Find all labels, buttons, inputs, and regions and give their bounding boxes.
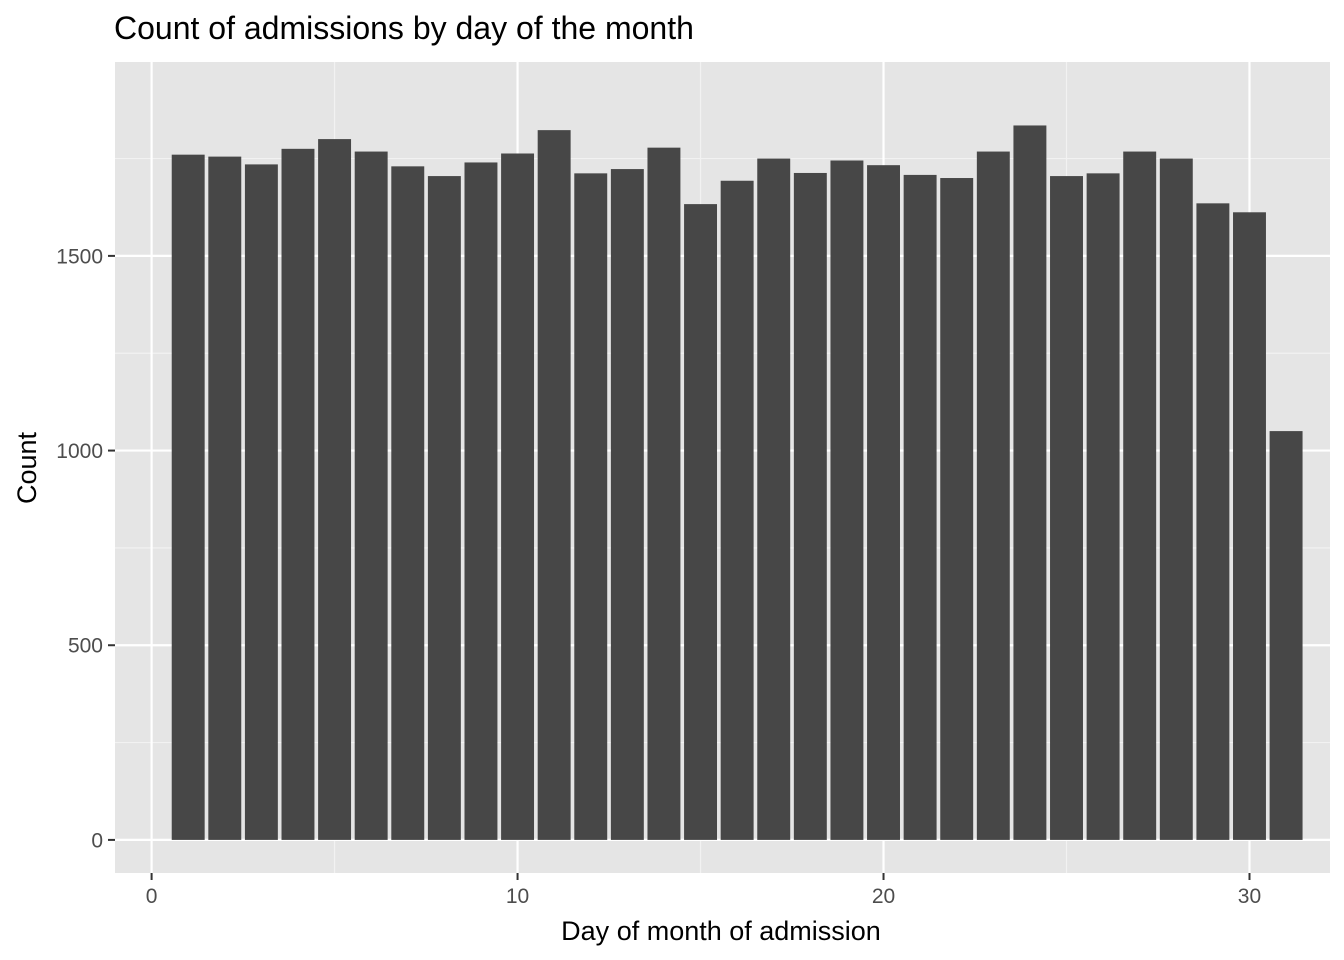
bar-day-31 [1269, 431, 1303, 840]
bar-day-30 [1233, 212, 1266, 840]
bar-day-23 [976, 151, 1010, 840]
x-tick-label: 30 [1238, 885, 1261, 908]
bar-day-1 [171, 154, 205, 840]
y-tick-label: 1500 [56, 245, 103, 268]
x-tick-label: 0 [146, 885, 158, 908]
bar-day-8 [427, 176, 461, 840]
bar-day-11 [537, 130, 571, 840]
y-tick-label: 0 [91, 829, 103, 852]
bar-day-16 [720, 180, 754, 840]
bar-day-19 [830, 160, 864, 840]
y-tick-label: 1000 [56, 440, 103, 463]
bar-day-18 [793, 172, 827, 840]
bar-day-13 [610, 169, 644, 840]
bar-day-20 [867, 165, 900, 840]
bar-day-4 [281, 148, 315, 840]
bar-day-5 [318, 139, 352, 840]
bar-day-26 [1086, 173, 1120, 840]
bar-day-25 [1050, 176, 1083, 840]
y-axis-title: Count [12, 431, 42, 504]
bar-day-17 [757, 158, 791, 840]
bar-day-29 [1196, 203, 1230, 840]
x-axis: 0 10 20 30 [146, 873, 1261, 908]
bar-day-9 [464, 162, 498, 840]
bar-day-15 [684, 204, 718, 840]
bar-day-7 [391, 166, 425, 840]
chart-title: Count of admissions by day of the month [114, 10, 694, 46]
bar-day-27 [1123, 151, 1157, 840]
y-tick-label: 500 [68, 635, 103, 658]
x-axis-title: Day of month of admission [561, 916, 881, 946]
bar-day-12 [574, 173, 608, 840]
x-tick-label: 20 [872, 885, 895, 908]
bar-day-2 [208, 156, 242, 840]
bar-day-10 [501, 153, 535, 840]
x-tick-label: 10 [506, 885, 529, 908]
bar-day-14 [647, 147, 681, 840]
bar-day-28 [1159, 158, 1193, 840]
bar-day-24 [1013, 125, 1047, 840]
bar-day-22 [940, 178, 974, 840]
bar-day-3 [244, 164, 278, 840]
y-axis: 0 500 1000 1500 [56, 245, 115, 852]
bar-day-6 [354, 151, 388, 840]
bar-day-21 [903, 174, 937, 840]
bars [171, 125, 1303, 840]
